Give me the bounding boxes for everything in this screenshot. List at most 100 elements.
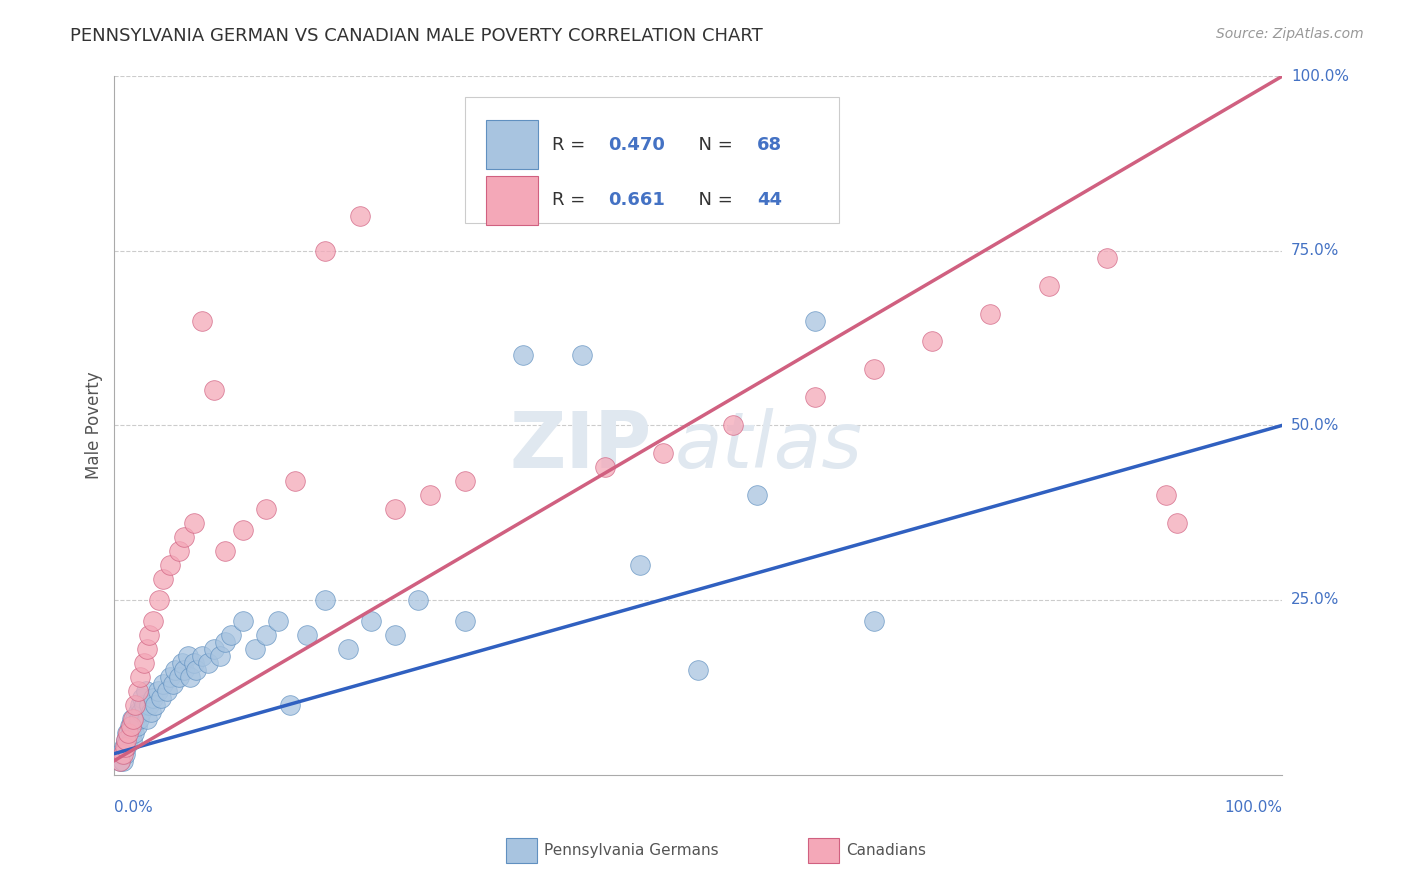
Point [172, 656, 194, 670]
Y-axis label: Male Poverty: Male Poverty [86, 371, 103, 479]
Point [208, 648, 231, 663]
Point [146, 683, 169, 698]
Text: 75.0%: 75.0% [1291, 244, 1339, 258]
Point [117, 725, 139, 739]
Point [121, 712, 143, 726]
Point [202, 641, 225, 656]
Point [162, 677, 184, 691]
Point [232, 523, 254, 537]
Point [501, 194, 523, 209]
Text: Source: ZipAtlas.com: Source: ZipAtlas.com [1216, 27, 1364, 41]
Point [124, 712, 146, 726]
Point [139, 705, 162, 719]
Point [110, 747, 132, 761]
Point [862, 362, 884, 376]
Point [745, 488, 768, 502]
Point [127, 705, 149, 719]
Point [219, 628, 242, 642]
Point [419, 488, 441, 502]
Point [197, 656, 219, 670]
Point [135, 683, 157, 698]
Text: 100.0%: 100.0% [1225, 799, 1282, 814]
Text: 50.0%: 50.0% [1291, 417, 1339, 433]
Point [156, 683, 179, 698]
Point [547, 194, 569, 209]
Text: 44: 44 [756, 191, 782, 209]
Point [177, 648, 200, 663]
Point [214, 635, 236, 649]
Point [723, 418, 745, 433]
Point [1038, 278, 1060, 293]
Point [121, 732, 143, 747]
Point [136, 712, 159, 726]
Point [115, 739, 138, 754]
Point [114, 747, 136, 761]
Point [132, 698, 155, 712]
Point [862, 614, 884, 628]
Text: 0.470: 0.470 [609, 136, 665, 153]
Point [127, 683, 149, 698]
Point [202, 384, 225, 398]
Point [120, 725, 142, 739]
Point [122, 725, 145, 739]
Point [979, 306, 1001, 320]
Point [254, 628, 277, 642]
Point [384, 628, 406, 642]
Point [112, 739, 135, 754]
Text: R =: R = [553, 136, 592, 153]
Point [167, 670, 190, 684]
Point [125, 719, 148, 733]
Point [152, 572, 174, 586]
Point [214, 544, 236, 558]
Point [593, 460, 616, 475]
Text: 68: 68 [756, 136, 782, 153]
Text: N =: N = [686, 136, 738, 153]
Text: 0.0%: 0.0% [114, 799, 153, 814]
Point [165, 663, 187, 677]
Point [173, 530, 195, 544]
Point [191, 313, 214, 327]
FancyBboxPatch shape [465, 97, 838, 223]
Point [314, 244, 336, 258]
Point [314, 593, 336, 607]
Point [384, 502, 406, 516]
FancyBboxPatch shape [486, 176, 538, 225]
Point [117, 725, 139, 739]
Point [1166, 516, 1188, 530]
FancyBboxPatch shape [486, 120, 538, 169]
Text: PENNSYLVANIA GERMAN VS CANADIAN MALE POVERTY CORRELATION CHART: PENNSYLVANIA GERMAN VS CANADIAN MALE POV… [70, 27, 763, 45]
Text: 25.0%: 25.0% [1291, 592, 1339, 607]
Point [131, 690, 153, 705]
Point [124, 698, 146, 712]
Point [1154, 488, 1177, 502]
Point [191, 648, 214, 663]
Point [179, 670, 201, 684]
Point [921, 334, 943, 349]
Point [136, 641, 159, 656]
Text: atlas: atlas [675, 409, 863, 484]
Point [183, 516, 205, 530]
Point [129, 670, 152, 684]
Point [120, 719, 142, 733]
Text: Pennsylvania Germans: Pennsylvania Germans [544, 843, 718, 857]
Point [111, 754, 134, 768]
Point [110, 754, 132, 768]
Point [232, 614, 254, 628]
Point [152, 677, 174, 691]
Point [117, 732, 139, 747]
Point [115, 732, 138, 747]
Point [652, 446, 675, 460]
Point [159, 670, 181, 684]
Text: Canadians: Canadians [846, 843, 927, 857]
Text: 100.0%: 100.0% [1291, 69, 1348, 84]
Text: 0.661: 0.661 [609, 191, 665, 209]
Point [571, 348, 593, 362]
Point [114, 739, 136, 754]
Point [143, 698, 166, 712]
Point [1097, 251, 1119, 265]
Point [628, 558, 651, 572]
Point [138, 698, 160, 712]
Point [284, 474, 307, 488]
Point [278, 698, 301, 712]
Point [122, 712, 145, 726]
